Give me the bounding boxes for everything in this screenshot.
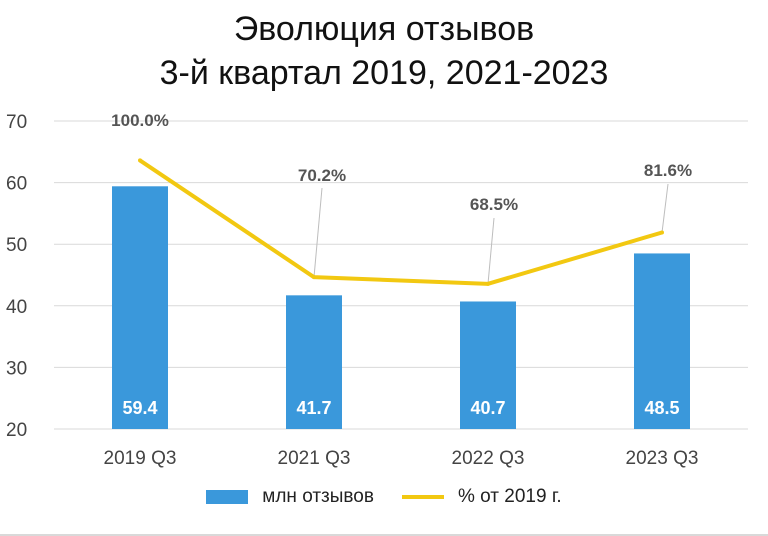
line-value-label: 70.2% (298, 166, 346, 185)
line-point (486, 281, 490, 286)
x-tick-label: 2023 Q3 (626, 448, 699, 469)
chart-title-line2: 3-й квартал 2019, 2021-2023 (159, 54, 609, 92)
bar (112, 186, 168, 429)
chart-title-line1: Эволюция отзывов (233, 10, 535, 48)
line-point (312, 275, 316, 280)
x-tick-label: 2022 Q3 (452, 448, 525, 469)
y-tick-label: 70 (6, 112, 27, 133)
y-tick-label: 40 (6, 297, 27, 318)
line-value-label: 68.5% (470, 195, 518, 214)
label-leader-line (487, 217, 495, 284)
y-tick-label: 50 (6, 235, 27, 256)
y-tick-label: 30 (6, 358, 27, 379)
legend-item-bars: млн отзывов (206, 486, 374, 508)
bar-value-label: 40.7 (470, 398, 505, 418)
legend-label-bars: млн отзывов (262, 486, 374, 507)
y-tick-label: 60 (6, 174, 27, 195)
x-tick-label: 2019 Q3 (104, 448, 177, 469)
label-leader-line (661, 183, 669, 233)
bar-value-label: 41.7 (296, 398, 331, 418)
bar (286, 295, 342, 429)
bar-value-label: 48.5 (644, 398, 679, 418)
bar-value-label: 59.4 (122, 398, 157, 418)
series-line (138, 158, 663, 286)
line-value-label: 81.6% (644, 161, 692, 180)
bottom-border (0, 534, 768, 536)
legend-swatch-bar (206, 490, 249, 504)
bar (460, 301, 516, 429)
chart-legend: млн отзывов % от 2019 г. (0, 486, 768, 508)
line-value-label: 100.0% (111, 111, 169, 130)
line-point (138, 158, 142, 163)
legend-label-line: % от 2019 г. (457, 486, 562, 507)
line-point (660, 230, 664, 235)
y-tick-label: 20 (6, 420, 27, 441)
legend-swatch-line (401, 495, 444, 499)
x-tick-label: 2021 Q3 (278, 448, 351, 469)
label-leader-line (313, 187, 323, 278)
bar (634, 253, 690, 429)
legend-item-line: % от 2019 г. (401, 486, 562, 508)
